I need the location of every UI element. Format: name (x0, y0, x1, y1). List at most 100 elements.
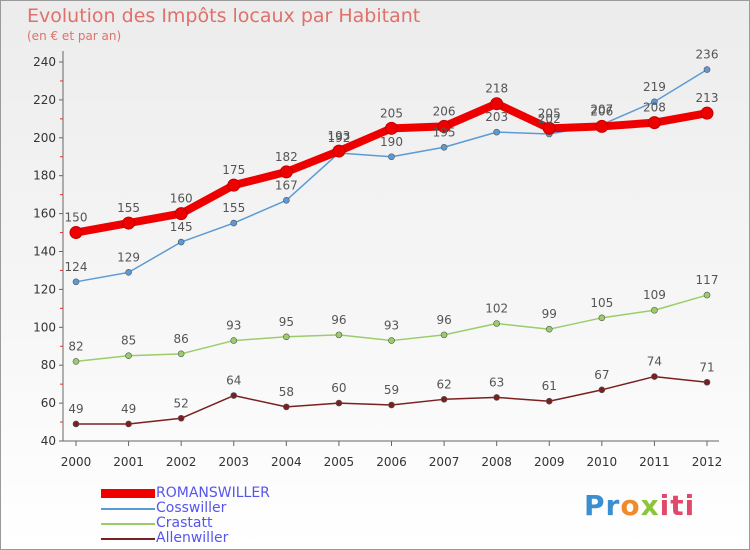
data-point (651, 306, 658, 314)
legend-label: Cosswiller (156, 500, 227, 516)
y-tick-label: 120 (33, 282, 56, 296)
y-tick-label: 60 (41, 396, 56, 410)
data-label: 96 (436, 313, 451, 327)
data-label: 60 (331, 381, 346, 395)
data-label: 219 (643, 80, 666, 94)
data-label: 206 (433, 104, 456, 118)
data-point (125, 352, 132, 360)
data-label: 129 (117, 250, 140, 264)
data-label: 205 (538, 106, 561, 120)
y-tick-label: 180 (33, 169, 56, 183)
chart-axes (59, 51, 719, 446)
data-label: 85 (121, 334, 136, 348)
legend-swatch (101, 489, 155, 498)
data-label: 71 (699, 360, 714, 374)
data-point (703, 291, 711, 299)
data-point (230, 219, 238, 227)
data-point (230, 392, 238, 399)
data-label: 93 (226, 319, 241, 333)
data-label: 62 (436, 377, 451, 391)
y-tick-label: 160 (33, 207, 56, 221)
data-point (542, 121, 556, 135)
data-label: 206 (590, 104, 613, 118)
legend-label: ROMANSWILLER (156, 485, 270, 501)
data-label: 74 (647, 355, 662, 369)
x-tick-label: 2009 (534, 455, 565, 469)
data-point (174, 207, 188, 221)
data-label: 64 (226, 374, 241, 388)
series-line-cosswiller (75, 68, 708, 283)
data-point (440, 143, 448, 151)
x-tick-label: 2012 (692, 455, 723, 469)
axis-tick-labels: 40 60 80 100 120 140 160 180 200 220 240 2000 2001 20… (33, 55, 722, 469)
data-label: 167 (275, 178, 298, 192)
x-tick-label: 2006 (376, 455, 407, 469)
data-point (72, 420, 80, 428)
data-labels: 49 49 52 64 58 60 59 62 63 61 67 74 71 82 85 86 93 95 96 93… (65, 48, 719, 416)
chart-title: Evolution des Impôts locaux par Habitant (27, 5, 421, 27)
data-label: 195 (433, 125, 456, 139)
x-tick-label: 2002 (166, 455, 197, 469)
data-point (125, 420, 132, 428)
data-label: 86 (174, 332, 189, 346)
data-label: 58 (279, 385, 294, 399)
data-point (493, 320, 500, 327)
data-label: 236 (696, 48, 719, 62)
data-point (493, 394, 500, 401)
data-point (703, 66, 711, 73)
y-tick-label: 40 (41, 434, 56, 448)
data-label: 205 (380, 106, 403, 120)
data-label: 63 (489, 375, 504, 389)
data-point (437, 119, 451, 133)
data-label: 93 (384, 319, 399, 333)
data-point (332, 144, 346, 158)
data-label: 213 (696, 91, 719, 105)
data-label: 203 (485, 110, 508, 124)
data-label: 208 (643, 101, 666, 115)
data-point (493, 128, 500, 136)
data-label: 82 (68, 339, 83, 353)
data-point (651, 373, 658, 380)
legend-swatch (101, 538, 155, 540)
data-point (177, 350, 185, 358)
legend-swatch (101, 508, 155, 510)
data-point (177, 238, 185, 246)
data-label: 109 (643, 288, 666, 302)
x-tick-label: 2004 (271, 455, 302, 469)
data-point (385, 121, 398, 135)
data-point (279, 165, 293, 179)
data-label: 99 (542, 307, 557, 321)
data-label: 155 (222, 201, 245, 215)
data-point (230, 337, 238, 344)
data-point (598, 386, 606, 394)
chart-subtitle: (en € et par an) (27, 29, 122, 43)
data-label: 202 (538, 112, 561, 126)
data-point (647, 116, 661, 130)
data-label: 190 (380, 135, 403, 149)
data-point (595, 119, 609, 133)
data-point (651, 98, 658, 106)
data-point (598, 314, 606, 322)
logo-part: o (620, 489, 641, 522)
legend-label: Crastatt (156, 515, 213, 531)
data-point (283, 403, 290, 411)
data-label: 49 (68, 402, 83, 416)
data-label: 150 (65, 211, 88, 225)
data-point (703, 378, 711, 386)
data-label: 59 (384, 383, 399, 397)
legend-label: Allenwiller (156, 530, 229, 546)
x-tick-label: 2000 (61, 455, 92, 469)
data-point (122, 216, 136, 230)
data-label: 218 (485, 82, 508, 96)
x-tick-label: 2008 (481, 455, 512, 469)
data-label: 117 (696, 273, 719, 287)
data-point (335, 331, 343, 339)
logo-part: Pr (584, 489, 621, 522)
data-point (388, 337, 395, 344)
data-label: 145 (170, 220, 193, 234)
data-point (545, 397, 553, 405)
x-tick-label: 2005 (324, 455, 355, 469)
logo-part: x (640, 489, 660, 522)
